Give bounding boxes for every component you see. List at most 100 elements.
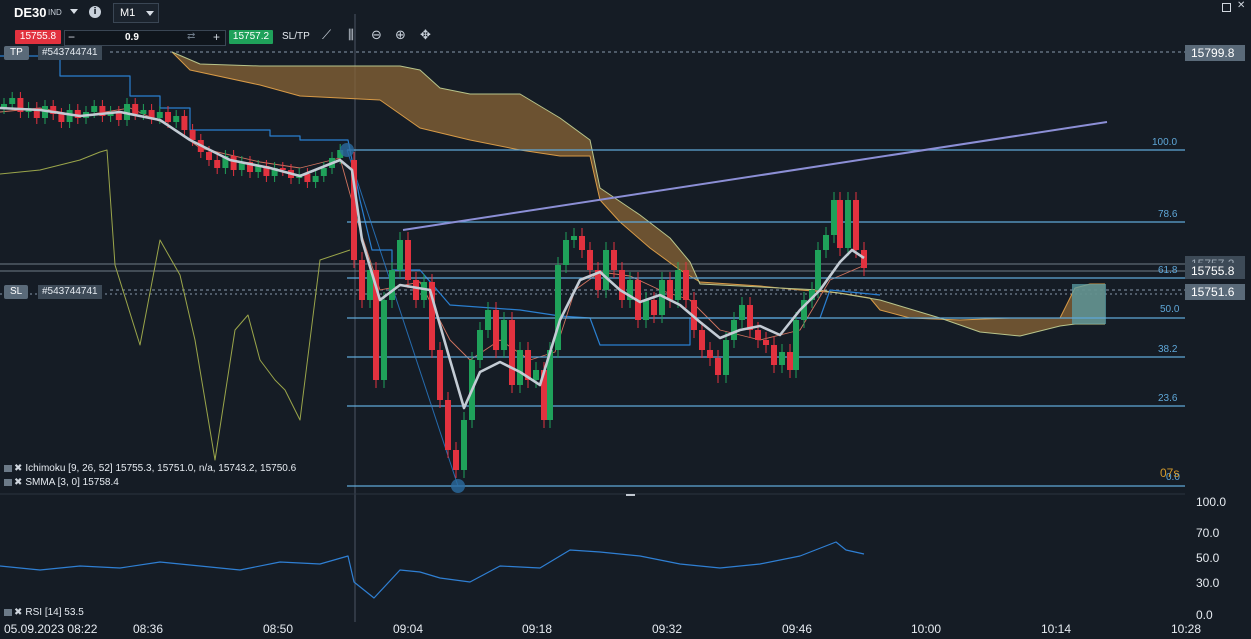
candle-body bbox=[181, 116, 188, 130]
tp-label: TP bbox=[10, 47, 23, 58]
candle-body bbox=[595, 270, 601, 290]
candle-body bbox=[517, 350, 523, 385]
sl-order-id[interactable]: #543744741 bbox=[38, 285, 102, 299]
zoom-in-icon[interactable]: ⊕ bbox=[395, 28, 406, 43]
candle-body bbox=[731, 320, 737, 340]
candle-body bbox=[389, 270, 395, 300]
remove-icon[interactable]: ✖ bbox=[14, 477, 23, 488]
candle-body bbox=[1, 104, 7, 108]
candle-body bbox=[413, 280, 419, 300]
sl-price-box[interactable]: 15751.6 bbox=[1185, 284, 1245, 300]
visibility-icon[interactable] bbox=[4, 464, 12, 472]
quantity-value[interactable]: 0.9 bbox=[125, 32, 139, 43]
candle-body bbox=[683, 270, 689, 300]
candle-body bbox=[367, 270, 373, 300]
buy-button[interactable]: 15757.2 bbox=[229, 30, 273, 44]
candle-body bbox=[579, 236, 585, 250]
candle-body bbox=[189, 130, 196, 140]
rsi-axis-70: 70.0 bbox=[1196, 526, 1220, 540]
visibility-icon[interactable] bbox=[4, 608, 12, 616]
rsi-axis-100: 100.0 bbox=[1196, 495, 1227, 509]
remove-icon[interactable]: ✖ bbox=[14, 463, 23, 474]
ichimoku-cloud bbox=[171, 51, 1106, 337]
candle-body bbox=[823, 235, 829, 250]
candle-body bbox=[397, 240, 403, 270]
candle-body bbox=[91, 106, 98, 112]
candle-body bbox=[477, 330, 483, 360]
candle-body bbox=[787, 352, 793, 370]
candle-body bbox=[279, 168, 286, 170]
sl-label: SL bbox=[10, 286, 23, 297]
candle-body bbox=[533, 370, 539, 380]
candle-body bbox=[861, 250, 867, 268]
smma-line bbox=[0, 106, 865, 410]
rsi-text: RSI [14] 53.5 bbox=[25, 607, 84, 618]
candle-body bbox=[723, 340, 729, 375]
tp-order-tag[interactable]: TP bbox=[4, 46, 29, 60]
time-label: 09:32 bbox=[652, 622, 683, 636]
candle-body bbox=[707, 350, 713, 358]
time-label: 10:28 bbox=[1171, 622, 1202, 636]
candle-body bbox=[837, 200, 843, 248]
chikou-line bbox=[0, 149, 351, 461]
crosshair-icon[interactable]: ✥ bbox=[420, 28, 431, 43]
indicator-icon[interactable]: ⫼ bbox=[348, 28, 354, 43]
candle-body bbox=[831, 200, 837, 235]
time-label: 05.09.2023 08:22 bbox=[4, 622, 98, 636]
time-label: 10:14 bbox=[1041, 622, 1072, 636]
candle-body bbox=[263, 166, 270, 176]
candle-body bbox=[541, 370, 547, 420]
chikou-path bbox=[0, 149, 351, 461]
span-a-line bbox=[171, 51, 1105, 321]
visibility-icon[interactable] bbox=[4, 478, 12, 486]
current-price-box: 15755.8 bbox=[1185, 263, 1245, 279]
sltp-button[interactable]: SL/TP bbox=[282, 31, 310, 42]
smma-legend[interactable]: ✖ SMMA [3, 0] 15758.4 bbox=[4, 477, 119, 488]
candle-body bbox=[445, 400, 451, 450]
candle-body bbox=[619, 270, 625, 300]
candle-body bbox=[271, 168, 278, 176]
candle-body bbox=[373, 270, 379, 380]
maximize-icon[interactable] bbox=[1222, 3, 1231, 12]
close-icon[interactable]: ✕ bbox=[1237, 0, 1246, 11]
time-label: 08:36 bbox=[133, 622, 164, 636]
time-label: 09:46 bbox=[782, 622, 813, 636]
candle-body bbox=[230, 156, 237, 170]
fib-label-0: 0.0 bbox=[1166, 472, 1180, 483]
fib-label-61-8: 61.8 bbox=[1158, 265, 1178, 276]
zoom-out-icon[interactable]: ⊖ bbox=[371, 28, 382, 43]
ichimoku-legend[interactable]: ✖ Ichimoku [9, 26, 52] 15755.3, 15751.0, … bbox=[4, 463, 296, 474]
rsi-legend[interactable]: ✖ RSI [14] 53.5 bbox=[4, 607, 84, 618]
candle-body bbox=[699, 330, 705, 350]
tp-order-id[interactable]: #543744741 bbox=[38, 46, 102, 60]
rsi-axis-50: 50.0 bbox=[1196, 551, 1220, 565]
timeframe-value: M1 bbox=[120, 7, 136, 19]
candle-body bbox=[485, 310, 491, 330]
ichimoku-text: Ichimoku [9, 26, 52] 15755.3, 15751.0, n… bbox=[25, 463, 297, 474]
candle-body bbox=[58, 114, 65, 122]
candle-body bbox=[50, 106, 57, 114]
increase-button[interactable]: + bbox=[213, 30, 221, 44]
tp-price-box[interactable]: 15799.8 bbox=[1185, 45, 1245, 61]
sl-order-tag[interactable]: SL bbox=[4, 285, 29, 299]
candle-body bbox=[571, 236, 577, 240]
decrease-button[interactable]: − bbox=[68, 30, 76, 44]
info-icon[interactable]: i bbox=[89, 6, 101, 18]
candle-body bbox=[337, 150, 344, 158]
line-tool-icon[interactable]: ⟋ bbox=[322, 28, 332, 43]
remove-icon[interactable]: ✖ bbox=[14, 607, 23, 618]
symbol-dropdown-icon[interactable] bbox=[70, 9, 78, 14]
quantity-stepper[interactable]: − 0.9 ⇄ + bbox=[64, 30, 226, 46]
fib-label-38-2: 38.2 bbox=[1158, 344, 1178, 355]
candle-body bbox=[173, 116, 180, 122]
swap-icon[interactable]: ⇄ bbox=[187, 31, 196, 42]
candle-body bbox=[214, 160, 221, 168]
fibonacci-retracement bbox=[346, 149, 1185, 487]
candle-body bbox=[132, 104, 139, 114]
timeframe-select[interactable]: M1 bbox=[113, 3, 159, 23]
symbol-name[interactable]: DE30 bbox=[14, 5, 47, 20]
sell-button[interactable]: 15755.8 bbox=[15, 30, 61, 44]
rsi-path bbox=[0, 541, 865, 599]
rsi-axis-0: 0.0 bbox=[1196, 608, 1213, 622]
